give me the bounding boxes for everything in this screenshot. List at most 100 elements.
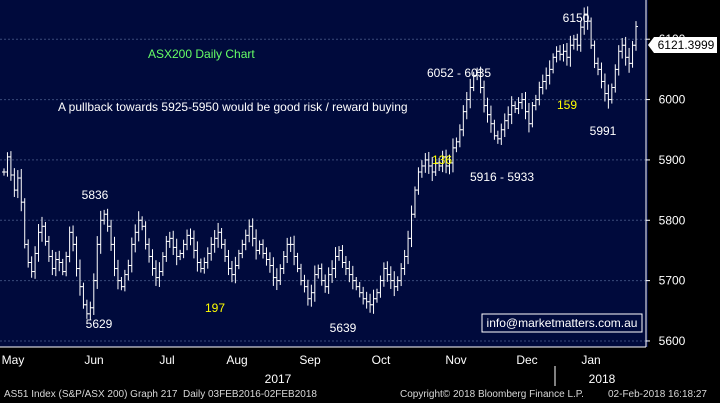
ohlc-bar-98 (340, 245, 345, 268)
ohlc-bar-180 (623, 36, 628, 66)
ohlc-bar-105 (364, 291, 369, 309)
ohlc-bar-111 (385, 261, 390, 282)
ohlc-bar-162 (561, 44, 566, 62)
annotation-6: 136 (432, 153, 452, 167)
plot-area (0, 0, 648, 347)
annotation-3: 197 (205, 301, 225, 315)
ohlc-bar-52 (181, 239, 186, 259)
ohlc-bar-164 (568, 35, 573, 67)
ohlc-bar-179 (620, 38, 625, 59)
ohlc-bar-181 (627, 47, 632, 73)
ohlc-bar-153 (530, 101, 535, 128)
ohlc-bar-101 (350, 265, 355, 290)
ohlc-bar-27 (95, 236, 100, 289)
ohlc-bar-7 (26, 239, 31, 268)
ohlc-bar-22 (77, 259, 82, 296)
ohlc-bar-116 (402, 249, 407, 276)
chart-title: ASX200 Daily Chart (148, 47, 255, 61)
ohlc-bar-152 (526, 102, 531, 133)
ohlc-bar-48 (167, 231, 172, 248)
ohlc-bar-53 (185, 229, 190, 251)
ohlc-bar-95 (330, 260, 335, 283)
ohlc-bar-139 (482, 80, 487, 113)
ohlc-bar-50 (174, 238, 179, 266)
ohlc-bar-173 (599, 62, 604, 89)
ohlc-bar-89 (309, 284, 314, 307)
ohlc-bar-143 (495, 130, 500, 144)
y-tick-label-4: 6000 (659, 93, 686, 107)
ohlc-bar-24 (84, 299, 89, 319)
ohlc-bar-123 (426, 151, 431, 174)
ohlc-bar-174 (602, 73, 607, 102)
ohlc-bar-177 (613, 64, 618, 93)
ohlc-bar-132 (457, 124, 462, 148)
ohlc-bar-183 (634, 21, 638, 51)
ohlc-bar-103 (357, 281, 362, 298)
ohlc-bar-115 (399, 263, 404, 287)
ohlc-bar-57 (198, 258, 203, 273)
ohlc-bar-0 (2, 168, 6, 176)
ohlc-bar-150 (520, 93, 525, 110)
ohlc-bar-46 (160, 252, 165, 276)
footer-copyright: Copyright© 2018 Bloomberg Finance L.P. (400, 389, 584, 400)
ohlc-bar-119 (412, 186, 417, 218)
ohlc-bar-120 (416, 167, 421, 195)
ohlc-bar-133 (461, 105, 466, 137)
ohlc-bar-71 (247, 219, 252, 243)
ohlc-bar-175 (606, 84, 611, 109)
ohlc-bar-99 (343, 255, 348, 276)
ohlc-bar-26 (91, 273, 96, 316)
annotations: ASX200 Daily Chart A pullback towards 592… (58, 11, 617, 335)
ohlc-bar-8 (29, 256, 34, 278)
annotation-1: 5836 (82, 188, 109, 202)
ohlc-bar-10 (36, 224, 41, 262)
footer-timestamp: 02-Feb-2018 16:18:27 (608, 389, 707, 400)
footer-index-info: AS51 Index (S&P/ASX 200) Graph 217 Daily… (4, 389, 317, 400)
x-axis-band (0, 347, 648, 386)
watermark-text: info@marketmatters.com.au (487, 316, 638, 330)
ohlc-bar-38 (133, 224, 138, 253)
ohlc-bar-47 (164, 235, 169, 262)
ohlc-bar-75 (261, 239, 266, 259)
ohlc-bar-104 (361, 286, 366, 305)
ohlc-bar-158 (547, 60, 552, 85)
ohlc-bar-121 (419, 160, 424, 178)
ohlc-bar-163 (564, 42, 569, 66)
ohlc-bar-82 (285, 237, 290, 263)
ohlc-bar-87 (302, 274, 307, 293)
ohlc-bar-66 (229, 260, 234, 283)
ohlc-bar-92 (319, 263, 324, 286)
y-tick-label-0: 5600 (659, 334, 686, 348)
ohlc-bar-37 (129, 237, 134, 273)
ohlc-bar-20 (71, 225, 76, 252)
ohlc-bar-64 (223, 238, 228, 262)
ohlc-bar-21 (74, 236, 79, 277)
price-bars (2, 6, 638, 320)
ohlc-bar-9 (33, 246, 38, 279)
ohlc-bar-131 (454, 137, 459, 153)
month-label-6: Nov (445, 353, 466, 367)
ohlc-bar-83 (288, 236, 293, 253)
x-axis: May Jun Jul Aug Sep Oct Nov Dec Jan 2017 2018 (0, 346, 648, 386)
ohlc-bar-93 (323, 274, 328, 293)
annotation-4: 5639 (330, 321, 357, 335)
ohlc-bar-166 (575, 33, 580, 51)
ohlc-bar-160 (554, 46, 559, 63)
ohlc-bar-134 (464, 91, 469, 120)
ohlc-bar-159 (551, 53, 556, 74)
ohlc-bar-74 (257, 240, 262, 255)
ohlc-bar-34 (119, 276, 124, 291)
ohlc-bar-67 (233, 256, 238, 284)
last-price-label: 6121.3999 (658, 38, 715, 52)
ohlc-bar-135 (468, 78, 473, 109)
ohlc-bar-61 (212, 230, 217, 253)
ohlc-bar-56 (195, 241, 200, 272)
ohlc-bar-86 (299, 263, 304, 286)
ohlc-bar-73 (254, 229, 259, 260)
ohlc-bar-85 (295, 252, 300, 273)
ohlc-bar-146 (506, 106, 511, 130)
ohlc-bar-16 (57, 250, 62, 272)
ohlc-bar-13 (46, 235, 51, 262)
ohlc-bar-19 (67, 226, 72, 263)
ohlc-bar-100 (347, 260, 352, 283)
